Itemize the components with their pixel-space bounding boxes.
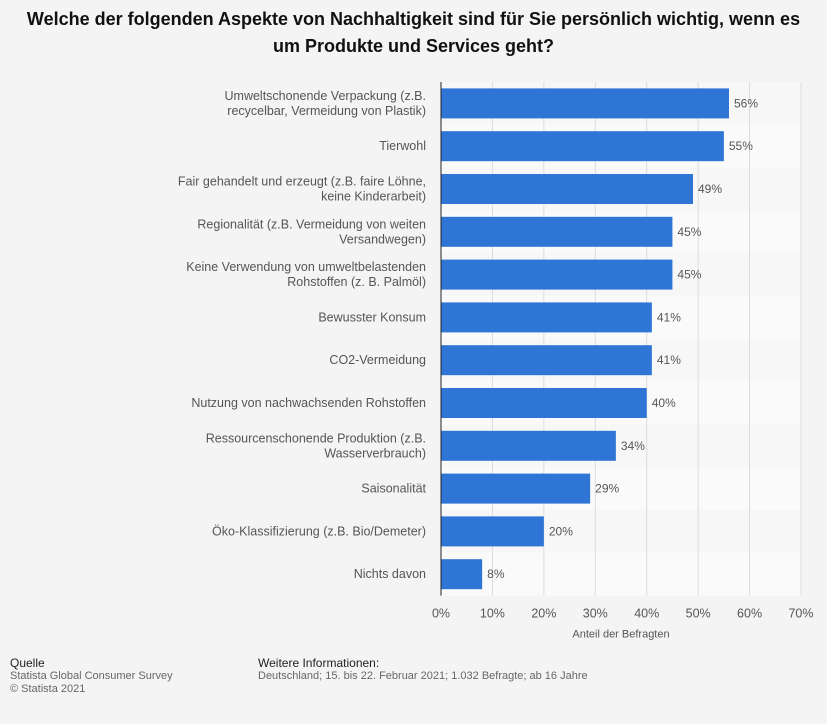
bar [441,302,652,333]
value-label: 20% [549,524,573,538]
bar [441,131,724,162]
x-axis-title: Anteil der Befragten [572,629,669,641]
value-label: 40% [652,396,676,410]
x-tick-label: 20% [531,607,556,621]
category-label: Bewusster Konsum [318,310,426,324]
copyright-line: © Statista 2021 [10,683,86,695]
value-label: 55% [729,139,753,153]
bar [441,559,483,590]
chart-title: Welche der folgenden Aspekte von Nachhal… [26,9,801,56]
x-tick-label: 50% [686,607,711,621]
source-block: Quelle Statista Global Consumer Survey ©… [10,656,173,696]
value-label: 49% [698,182,722,196]
bar [441,473,591,504]
category-label: Keine Verwendung von umweltbelastenden [186,260,426,274]
x-tick-label: 70% [788,607,813,621]
x-tick-label: 10% [480,607,505,621]
category-label: Rohstoffen (z. B. Palmöl) [287,275,426,289]
value-label: 56% [734,96,758,110]
info-text: Deutschland; 15. bis 22. Februar 2021; 1… [258,670,588,682]
category-label: Ressourcenschonende Produktion (z.B. [206,431,426,445]
bar [441,516,544,547]
value-label: 29% [595,482,619,496]
x-tick-label: 60% [737,607,762,621]
bar [441,345,652,376]
info-block: Weitere Informationen: Deutschland; 15. … [258,656,588,683]
category-label: keine Kinderarbeit) [321,190,426,204]
bar [441,216,673,247]
category-label: CO2-Vermeidung [329,353,426,367]
category-label: Nutzung von nachwachsenden Rohstoffen [191,396,426,410]
row-band [441,552,801,596]
source-heading: Quelle [10,656,45,670]
x-tick-label: 40% [634,607,659,621]
x-tick-label: 30% [583,607,608,621]
info-heading: Weitere Informationen: [258,656,380,670]
category-label: Tierwohl [379,139,426,153]
category-label: Wasserverbrauch) [324,446,426,460]
value-label: 34% [621,439,645,453]
value-label: 41% [657,310,681,324]
category-label: Nichts davon [354,567,426,581]
x-tick-label: 0% [432,607,450,621]
category-label: Fair gehandelt und erzeugt (z.B. faire L… [178,175,426,189]
bar [441,430,616,461]
value-label: 41% [657,353,681,367]
source-line: Statista Global Consumer Survey [10,670,173,682]
category-label: Regionalität (z.B. Vermeidung von weiten [197,217,426,231]
category-label: Umweltschonende Verpackung (z.B. [225,89,427,103]
bar [441,259,673,290]
value-label: 45% [677,268,701,282]
value-label: 45% [677,225,701,239]
value-label: 8% [487,567,505,581]
category-label: recycelbar, Vermeidung von Plastik) [227,104,426,118]
bar [441,88,729,119]
bar [441,388,647,418]
bar [441,174,693,204]
category-label: Versandwegen) [339,232,426,246]
category-label: Öko-Klassifizierung (z.B. Bio/Demeter) [212,524,426,538]
category-label: Saisonalität [361,482,426,496]
